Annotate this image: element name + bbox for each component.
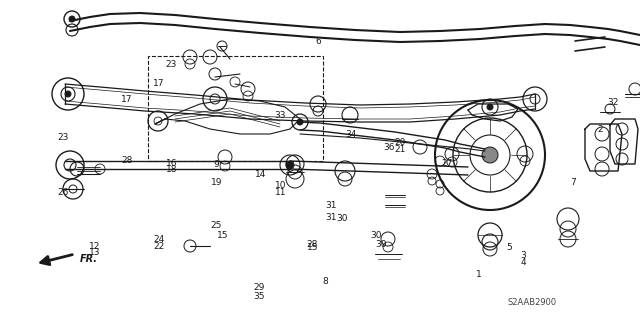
Text: 17: 17 bbox=[153, 79, 164, 88]
Text: 25: 25 bbox=[211, 221, 222, 230]
Text: 31: 31 bbox=[326, 213, 337, 222]
Text: 1: 1 bbox=[476, 271, 481, 279]
Text: 23: 23 bbox=[166, 60, 177, 69]
Bar bbox=[148, 56, 323, 161]
Text: 32: 32 bbox=[607, 98, 619, 107]
Text: 21: 21 bbox=[394, 145, 406, 154]
Text: 35: 35 bbox=[253, 292, 265, 300]
Text: 24: 24 bbox=[153, 235, 164, 244]
Text: 34: 34 bbox=[345, 130, 356, 139]
Text: 10: 10 bbox=[275, 181, 286, 190]
Text: 15: 15 bbox=[217, 231, 228, 240]
Circle shape bbox=[482, 147, 498, 163]
Text: 12: 12 bbox=[89, 242, 100, 251]
Text: 31: 31 bbox=[326, 201, 337, 210]
Text: 19: 19 bbox=[211, 178, 222, 187]
Text: 30: 30 bbox=[375, 241, 387, 249]
Text: 13: 13 bbox=[89, 248, 100, 257]
Text: 33: 33 bbox=[275, 111, 286, 120]
Text: 28: 28 bbox=[307, 240, 318, 249]
Text: 16: 16 bbox=[166, 159, 177, 168]
Text: 11: 11 bbox=[275, 188, 286, 197]
Circle shape bbox=[69, 16, 75, 22]
Text: 5: 5 bbox=[506, 243, 511, 252]
Text: 15: 15 bbox=[307, 243, 318, 252]
Circle shape bbox=[487, 104, 493, 110]
Text: 9: 9 bbox=[214, 160, 219, 169]
Text: 4: 4 bbox=[521, 258, 526, 267]
Text: 17: 17 bbox=[121, 95, 132, 104]
Text: 30: 30 bbox=[337, 214, 348, 223]
Text: 22: 22 bbox=[153, 242, 164, 251]
Text: 20: 20 bbox=[394, 138, 406, 147]
Text: 2: 2 bbox=[598, 125, 603, 134]
Text: 27: 27 bbox=[441, 159, 452, 168]
Text: 28: 28 bbox=[121, 156, 132, 165]
Text: 3: 3 bbox=[521, 251, 526, 260]
Text: 29: 29 bbox=[253, 283, 265, 292]
Text: 18: 18 bbox=[166, 165, 177, 174]
Text: S2AAB2900: S2AAB2900 bbox=[508, 298, 557, 307]
Text: 14: 14 bbox=[255, 170, 267, 179]
Text: 36: 36 bbox=[383, 143, 395, 152]
Text: FR.: FR. bbox=[80, 254, 98, 264]
Text: 7: 7 bbox=[570, 178, 575, 187]
Circle shape bbox=[297, 119, 303, 125]
Text: 30: 30 bbox=[371, 231, 382, 240]
Text: 26: 26 bbox=[57, 188, 68, 197]
Text: 8: 8 bbox=[323, 277, 328, 286]
Text: 6: 6 bbox=[316, 37, 321, 46]
Text: 23: 23 bbox=[57, 133, 68, 142]
Circle shape bbox=[65, 91, 71, 97]
Circle shape bbox=[286, 161, 294, 169]
